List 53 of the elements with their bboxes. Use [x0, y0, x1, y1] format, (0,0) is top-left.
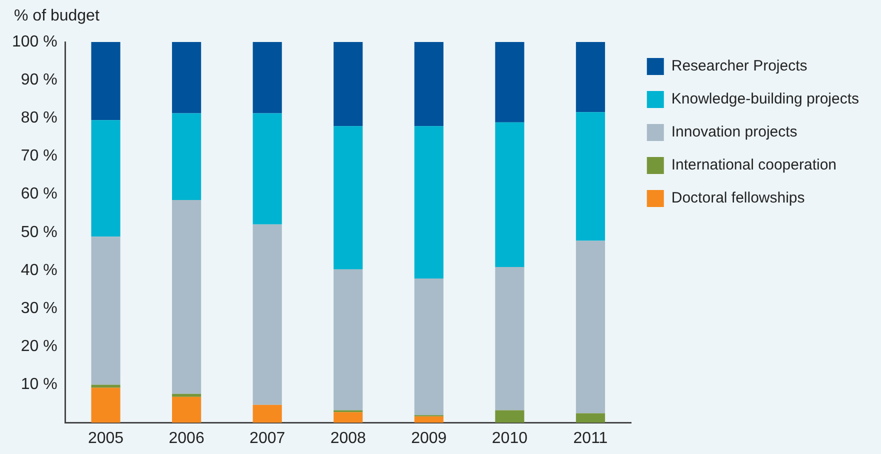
- bar: [414, 278, 444, 416]
- bar: [91, 120, 120, 237]
- y-tick-label: 90 %: [20, 71, 58, 88]
- x-tick-label: 2007: [250, 430, 286, 447]
- bar: [334, 126, 363, 270]
- bar: [252, 404, 282, 423]
- bar: [495, 42, 524, 122]
- x-tick-label: 2010: [492, 430, 528, 447]
- bar: [252, 113, 282, 224]
- bar: [576, 413, 606, 423]
- bar: [91, 388, 120, 423]
- bar: [414, 42, 444, 126]
- y-axis-title: % of budget: [14, 7, 100, 24]
- bar: [172, 200, 202, 394]
- bar: [334, 412, 363, 423]
- bar: [252, 224, 282, 405]
- bar: [414, 126, 444, 278]
- legend-label: International cooperation: [671, 156, 837, 174]
- bar: [576, 240, 606, 414]
- bar: [414, 416, 444, 423]
- bar: [172, 113, 202, 200]
- y-tick-label: 60 %: [20, 186, 58, 203]
- bar: [495, 267, 524, 410]
- legend-label: Innovation projects: [671, 124, 798, 141]
- y-tick-label: 70 %: [20, 148, 58, 165]
- bar: [334, 269, 363, 410]
- legend-label: Doctoral fellowships: [671, 190, 805, 207]
- x-tick-label: 2009: [411, 430, 447, 447]
- x-tick-label: 2008: [330, 430, 366, 447]
- bar: [576, 42, 606, 112]
- y-tick-label: 20 %: [20, 338, 58, 356]
- x-tick-label: 2005: [88, 430, 124, 447]
- x-tick-label: 2006: [168, 430, 204, 447]
- bar: [91, 42, 120, 120]
- bar: [91, 384, 120, 388]
- y-tick-label: 40 %: [20, 262, 58, 279]
- y-tick-label: 30 %: [20, 300, 58, 317]
- y-tick-label: 50 %: [20, 224, 58, 241]
- bar: [576, 112, 606, 241]
- y-tick-label: 100 %: [12, 33, 58, 50]
- x-tick-label: 2011: [573, 430, 608, 447]
- bar: [495, 122, 524, 268]
- bar: [172, 394, 202, 397]
- bar: [252, 42, 282, 114]
- legend-label: Researcher Projects: [671, 58, 808, 75]
- bar: [172, 42, 202, 114]
- y-tick-label: 10 %: [20, 376, 58, 394]
- legend-label: Knowledge-building projects: [671, 90, 860, 108]
- bar: [172, 396, 202, 423]
- y-tick-label: 80 %: [20, 110, 58, 127]
- bar: [495, 410, 524, 423]
- bar: [91, 236, 120, 385]
- bar: [334, 42, 363, 126]
